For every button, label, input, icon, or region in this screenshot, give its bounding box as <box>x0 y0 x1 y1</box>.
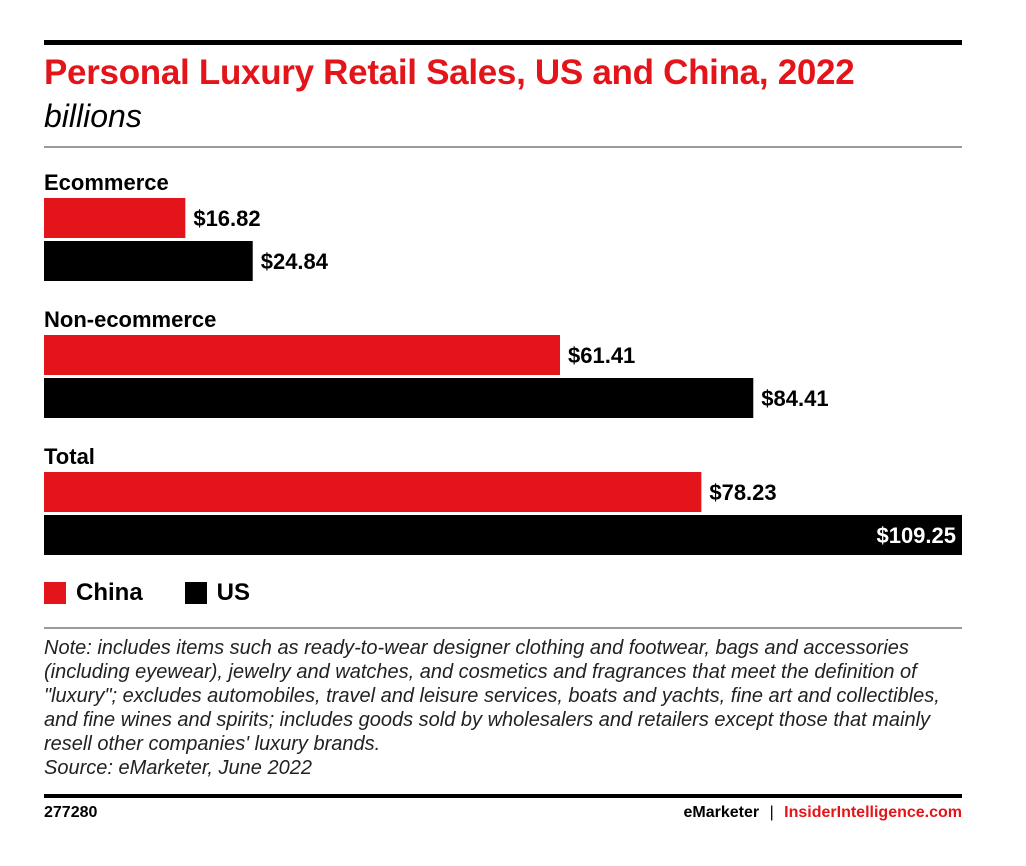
bar-chart: Ecommerce $16.82$24.84 Non-ecommerce $61.41… <box>44 170 962 555</box>
bottom-rule <box>44 794 962 798</box>
note-text: Note: includes items such as ready-to-we… <box>44 637 940 755</box>
chart-id: 277280 <box>44 804 98 821</box>
category-label-non-ecommerce: Non-ecommerce <box>44 307 216 332</box>
category-label-total: Total <box>44 444 95 469</box>
chart-subtitle: billions <box>44 98 142 134</box>
bar-china-total <box>44 472 702 512</box>
title-divider <box>44 146 962 148</box>
site-link[interactable]: InsiderIntelligence.com <box>784 804 962 821</box>
credit-separator: | <box>769 804 774 821</box>
category-label-ecommerce: Ecommerce <box>44 170 169 195</box>
top-rule <box>44 40 962 45</box>
data-label-us-total: $109.25 <box>876 523 956 548</box>
note-block: Note: includes items such as ready-to-we… <box>44 636 962 780</box>
legend-item-china: China <box>44 579 143 607</box>
legend-item-us: US <box>184 579 251 607</box>
bar-china-non-ecommerce <box>44 335 561 375</box>
bar-us-non-ecommerce <box>44 378 754 418</box>
bar-us-total <box>44 515 962 555</box>
data-label-us-non-ecommerce: $84.41 <box>761 386 828 411</box>
bar-us-ecommerce <box>44 241 253 281</box>
note-divider <box>44 627 962 629</box>
data-label-china-ecommerce: $16.82 <box>193 206 260 231</box>
data-label-us-ecommerce: $24.84 <box>261 249 329 274</box>
chart-title: Personal Luxury Retail Sales, US and Chi… <box>44 53 855 92</box>
legend: China US <box>44 578 292 608</box>
brand-name: eMarketer <box>683 804 760 821</box>
source-text: Source: eMarketer, June 2022 <box>44 757 312 779</box>
legend-label-china: China <box>76 579 143 606</box>
credits: eMarketer | InsiderIntelligence.com <box>684 804 963 822</box>
legend-label-us: US <box>216 579 251 606</box>
bar-china-ecommerce <box>44 198 186 238</box>
data-label-china-total: $78.23 <box>709 480 776 505</box>
legend-swatch-china <box>44 582 66 604</box>
legend-swatch-us <box>184 582 207 604</box>
data-label-china-non-ecommerce: $61.41 <box>568 343 635 368</box>
